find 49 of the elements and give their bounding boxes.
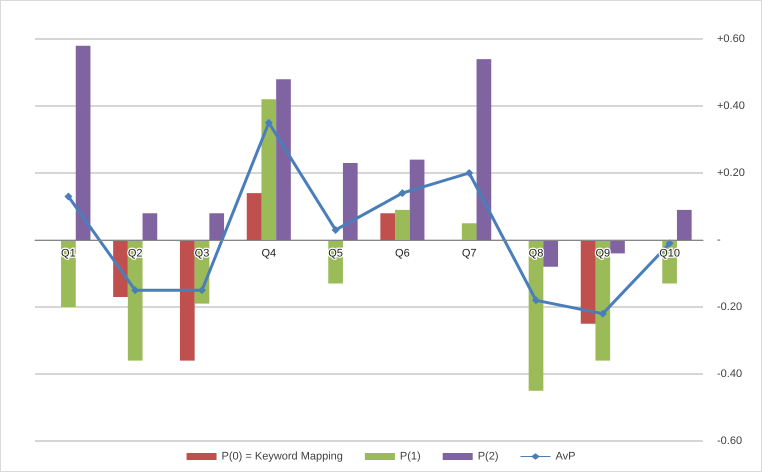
x-tick-label: Q6 <box>395 248 410 260</box>
y-tick-label: +0.40 <box>717 100 745 112</box>
point <box>598 310 607 318</box>
bar <box>595 240 610 361</box>
bar <box>209 213 224 240</box>
bar <box>246 193 262 240</box>
bar <box>76 46 90 240</box>
x-tick-label: Q3 <box>194 248 210 260</box>
bar <box>380 213 396 240</box>
legend-label: P(1) <box>400 450 421 462</box>
point <box>198 286 206 294</box>
y-tick-label: -0.20 <box>717 301 742 313</box>
bar <box>395 210 410 240</box>
point <box>532 296 540 304</box>
y-tick-label: -0.40 <box>717 368 742 380</box>
bar <box>676 210 692 240</box>
bar <box>476 59 492 240</box>
bar <box>342 162 358 240</box>
bar <box>410 160 424 240</box>
bar <box>528 240 544 391</box>
x-tick-label: Q4 <box>261 248 276 260</box>
point <box>64 192 72 200</box>
x-tick-label: Q5 <box>328 248 343 260</box>
y-tick-label: -0.60 <box>717 435 742 447</box>
x-tick-label: Q1 <box>61 248 76 260</box>
bar <box>543 240 558 267</box>
point <box>398 189 406 198</box>
y-tick-label: +0.20 <box>717 167 745 179</box>
bar <box>142 213 158 240</box>
x-tick-label: Q8 <box>528 248 544 260</box>
legend-label: AvP <box>555 450 576 462</box>
point <box>465 169 474 177</box>
bar <box>276 79 291 240</box>
point <box>264 118 273 127</box>
bar <box>180 240 195 361</box>
bar <box>261 99 276 240</box>
y-tick-label: +0.60 <box>717 33 745 45</box>
x-tick-label: Q2 <box>128 248 143 260</box>
x-tick-label: Q7 <box>462 248 477 260</box>
bar <box>462 223 477 240</box>
bar <box>113 240 128 297</box>
bar <box>580 240 596 324</box>
y-tick-label: - <box>717 234 721 246</box>
point <box>666 239 674 248</box>
point <box>332 226 340 234</box>
x-tick-label: Q9 <box>595 248 610 260</box>
bar <box>610 240 625 254</box>
legend-label: P(0) = Keyword Mapping <box>222 450 343 462</box>
legend-label: P(2) <box>478 450 498 462</box>
